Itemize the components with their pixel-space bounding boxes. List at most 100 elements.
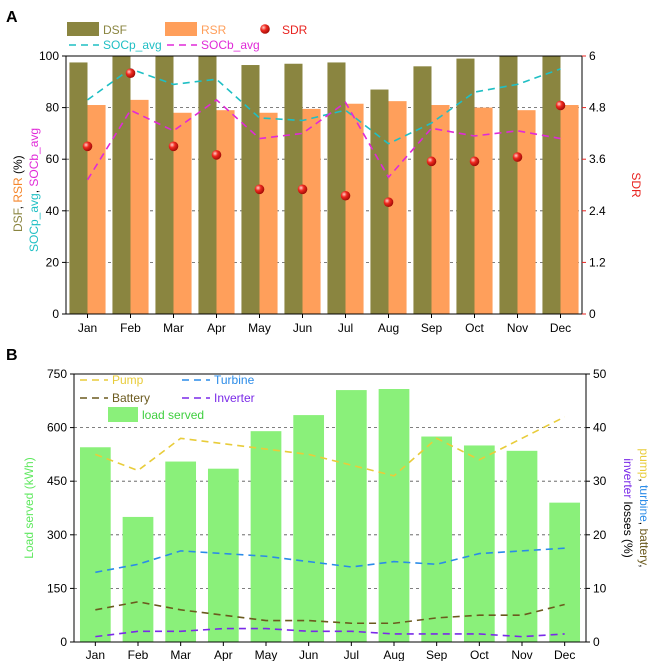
y-tick-label: 20 xyxy=(46,255,60,269)
y-tick-label: 600 xyxy=(47,421,67,435)
x-tick-label: Nov xyxy=(511,648,532,661)
bar-rsr xyxy=(259,112,278,314)
legend-swatch-dsf xyxy=(67,22,99,36)
bar-load-served xyxy=(207,468,239,642)
bar-rsr xyxy=(130,99,149,314)
bar-load-served xyxy=(378,389,410,642)
legend: DSF RSR SDR SOCp_avg SOCb_avg xyxy=(67,22,308,52)
y2-tick-label: 20 xyxy=(593,528,607,542)
point-sdr xyxy=(254,184,265,195)
y-axis-label-secondary-part: SOCp_avg xyxy=(27,193,41,252)
x-tick-label: May xyxy=(255,648,278,661)
y2-axis-label-line2-part: inverter xyxy=(621,458,635,498)
y-tick-label: 0 xyxy=(60,635,67,649)
x-tick-label: Nov xyxy=(507,321,528,335)
y2-axis-label-line2-part: losses (%) xyxy=(621,498,635,557)
point-sdr xyxy=(555,100,566,111)
bar-rsr xyxy=(431,105,450,315)
bar-dsf xyxy=(456,58,475,314)
point-sdr xyxy=(82,141,93,152)
y2-axis-label: pump, turbine, battery, xyxy=(637,448,648,567)
y-tick-label: 300 xyxy=(47,528,67,542)
bar-rsr xyxy=(517,110,536,315)
x-tick-label: Feb xyxy=(120,321,141,335)
bar-load-served xyxy=(463,445,495,642)
x-tick-label: Jul xyxy=(338,321,353,335)
line-socb-avg xyxy=(86,98,561,181)
bar-rsr xyxy=(173,112,192,314)
x-tick-label: Jun xyxy=(293,321,312,335)
bar-load-served xyxy=(506,450,538,642)
y2-tick-label: 0 xyxy=(589,307,596,321)
panel-b-label: B xyxy=(6,347,18,364)
point-sdr xyxy=(340,190,351,201)
x-tick-label: Apr xyxy=(214,648,233,661)
y-axis-label-secondary: SOCp_avg, SOCb_avg xyxy=(27,128,41,252)
bar-load-served xyxy=(79,447,111,642)
y-axis-label: Load served (kWh) xyxy=(22,457,36,558)
y2-tick-label: 50 xyxy=(593,367,607,381)
y2-axis-label-part: pump xyxy=(637,448,648,478)
bar-load-served xyxy=(421,436,453,642)
bar-dsf xyxy=(327,62,346,315)
y2-axis-label-part: turbine xyxy=(637,485,648,522)
x-tick-label: Mar xyxy=(163,321,184,335)
bar-dsf xyxy=(69,62,88,315)
y2-tick-label: 10 xyxy=(593,581,607,595)
y-tick-label: 40 xyxy=(46,204,60,218)
y-tick-label: 750 xyxy=(47,367,67,381)
x-tick-label: Aug xyxy=(378,321,399,335)
y-axis-label-part: (%) xyxy=(11,155,25,177)
y-axis-label-part: RSR xyxy=(11,177,25,203)
x-tick-label: Oct xyxy=(465,321,484,335)
y2-tick-label: 30 xyxy=(593,474,607,488)
bar-rsr xyxy=(216,110,235,315)
x-tick-label: Jul xyxy=(344,648,359,661)
bar-dsf xyxy=(155,56,174,314)
point-sdr xyxy=(426,156,437,167)
bar-load-served xyxy=(335,390,367,642)
panel-a-label: A xyxy=(6,9,18,26)
line-turbine xyxy=(95,547,565,574)
x-tick-label: Dec xyxy=(550,321,571,335)
plot-frame xyxy=(73,373,587,643)
bar-dsf xyxy=(370,89,389,314)
line-inverter xyxy=(95,627,565,638)
y2-tick-label: 3.6 xyxy=(589,152,606,166)
y-axis-label-secondary-part: , xyxy=(27,187,41,194)
bar-load-served xyxy=(122,516,154,642)
legend-label-sdr: SDR xyxy=(282,23,308,37)
legend-label-battery: Battery xyxy=(112,391,150,405)
bar-dsf xyxy=(284,63,303,314)
bar-rsr xyxy=(474,107,493,314)
bar-dsf xyxy=(499,56,518,314)
legend-swatch-rsr xyxy=(165,22,197,36)
bar-dsf xyxy=(413,66,432,314)
point-sdr xyxy=(469,156,480,167)
x-tick-label: Jun xyxy=(299,648,318,661)
y2-axis-label-part: battery xyxy=(637,528,648,565)
point-sdr xyxy=(383,197,394,207)
line-socp-avg xyxy=(87,68,561,145)
x-tick-label: Jan xyxy=(78,321,97,335)
point-sdr xyxy=(211,150,222,160)
x-tick-label: Jan xyxy=(86,648,105,661)
y2-axis-label-part: , xyxy=(637,478,648,485)
y2-tick-label: 6 xyxy=(589,49,596,63)
y-tick-label: 150 xyxy=(47,581,67,595)
plot-frame xyxy=(65,55,583,315)
y2-tick-label: 40 xyxy=(593,421,607,435)
bar-rsr xyxy=(302,108,321,314)
bar-dsf xyxy=(198,56,217,314)
x-tick-label: Sep xyxy=(421,321,443,335)
bar-rsr xyxy=(345,103,364,314)
y2-axis-label: SDR xyxy=(629,172,643,198)
y-axis-label: DSF, RSR (%) xyxy=(11,155,25,232)
legend-label-inverter: Inverter xyxy=(214,391,255,405)
x-tick-label: Sep xyxy=(426,648,448,661)
y2-axis-label-line2: inverter losses (%) xyxy=(621,458,635,557)
legend-label-load-served: load served xyxy=(142,408,204,422)
x-tick-label: Oct xyxy=(470,648,489,661)
x-tick-label: Apr xyxy=(207,321,226,335)
